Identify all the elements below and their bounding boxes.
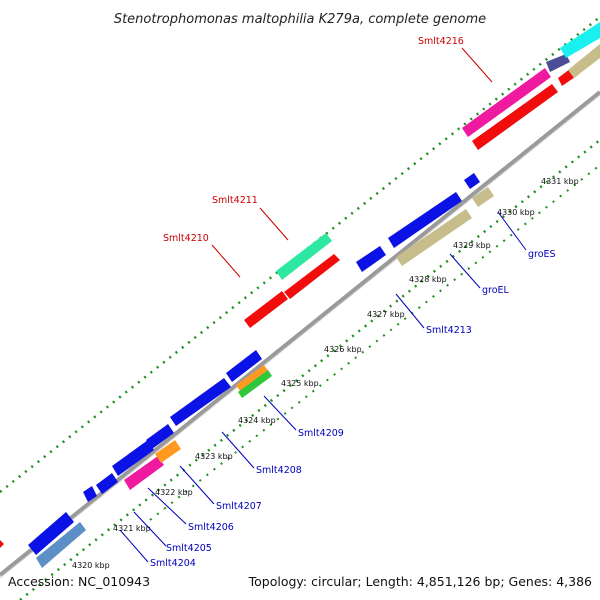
gene-cyan-top[interactable] — [560, 22, 600, 58]
gene-label[interactable]: Smlt4207 — [216, 501, 262, 512]
tick-label: 4320 kbp — [72, 561, 110, 570]
leader-smlt4208 — [221, 431, 255, 469]
gene-smlt4204[interactable] — [28, 512, 74, 555]
top-leader-lines — [211, 47, 493, 278]
accession-text: Accession: NC_010943 — [8, 574, 150, 589]
tick-label: 4327 kbp — [367, 310, 405, 319]
gene-label[interactable]: Smlt4206 — [188, 522, 234, 533]
gene-smlt4205[interactable] — [83, 486, 97, 502]
gene-label[interactable]: groEL — [482, 285, 510, 296]
topology-text: Topology: circular; Length: 4,851,126 bp… — [248, 574, 592, 589]
leader-smlt4205 — [133, 511, 167, 547]
tick-label: 4321 kbp — [113, 524, 151, 533]
gene-label[interactable]: Smlt4216 — [418, 36, 464, 47]
leader-smlt4210 — [211, 244, 241, 278]
gene-red-right[interactable] — [472, 84, 558, 150]
gene-smlt4208[interactable] — [146, 424, 174, 449]
gene-smlt4208-b[interactable] — [170, 378, 231, 426]
gene-label[interactable]: Smlt4209 — [298, 428, 344, 439]
tick-label: 4323 kbp — [195, 452, 233, 461]
leader-smlt4213 — [395, 293, 425, 329]
tick-label: 4331 kbp — [541, 177, 579, 186]
gene-edge-red[interactable] — [0, 540, 4, 548]
forward-genes — [244, 22, 600, 328]
gene-smlt4211[interactable] — [276, 233, 332, 280]
leader-smlt4216 — [461, 47, 493, 83]
tick-label: 4330 kbp — [497, 208, 535, 217]
inner-dotted-track — [149, 164, 600, 521]
gene-groel-blue[interactable] — [388, 192, 462, 248]
genome-backbone — [0, 90, 600, 577]
tick-label: 4322 kbp — [155, 488, 193, 497]
leader-smlt4204 — [119, 529, 149, 563]
tick-label: 4326 kbp — [324, 345, 362, 354]
gene-groel[interactable] — [396, 209, 472, 266]
leader-groes — [497, 211, 527, 251]
gene-label[interactable]: Smlt4208 — [256, 465, 302, 476]
gene-smlt4206[interactable] — [96, 473, 118, 494]
gene-label[interactable]: Smlt4205 — [166, 543, 212, 554]
gene-smlt4204-b[interactable] — [36, 522, 86, 568]
reverse-genes — [0, 173, 494, 568]
gene-khaki-top[interactable] — [568, 44, 600, 78]
gene-label[interactable]: groES — [528, 249, 556, 260]
tick-labels: 4320 kbp 4321 kbp 4322 kbp 4323 kbp 4324… — [72, 177, 579, 570]
leader-smlt4206 — [147, 487, 187, 525]
gene-smlt4210-a[interactable] — [284, 254, 340, 299]
tick-label: 4324 kbp — [238, 416, 276, 425]
gene-label[interactable]: Smlt4204 — [150, 558, 196, 569]
leader-smlt4207 — [179, 465, 215, 505]
gene-smlt4210-b[interactable] — [244, 291, 288, 328]
genome-backbone-shadow — [0, 94, 600, 579]
gene-label[interactable]: Smlt4211 — [212, 195, 258, 206]
leader-smlt4209 — [263, 395, 297, 431]
map-title: Stenotrophomonas maltophilia K279a, comp… — [114, 12, 486, 27]
gene-smlt4216[interactable] — [462, 68, 551, 137]
gene-smlt4209-a[interactable] — [226, 350, 262, 382]
tick-label: 4329 kbp — [453, 241, 491, 250]
gene-smlt4207-b[interactable] — [155, 440, 181, 463]
leader-smlt4211 — [259, 207, 289, 241]
tick-label: 4325 kbp — [281, 379, 319, 388]
top-gene-labels: Smlt4216 Smlt4211 Smlt4210 — [163, 36, 464, 244]
gene-smlt4209-green[interactable] — [238, 370, 272, 398]
gene-slate[interactable] — [546, 54, 570, 72]
leader-groel — [449, 253, 481, 289]
tick-label: 4328 kbp — [409, 275, 447, 284]
gene-small-blue[interactable] — [464, 173, 480, 189]
bottom-dotted-track — [19, 139, 600, 600]
gene-smlt4209-orange[interactable] — [236, 365, 268, 391]
bottom-gene-labels: groES groEL Smlt4213 Smlt4209 Smlt4208 S… — [150, 249, 556, 569]
gene-groes[interactable] — [472, 187, 494, 207]
bottom-leader-lines — [119, 211, 527, 563]
gene-smlt4207[interactable] — [124, 456, 164, 490]
gene-smlt4213[interactable] — [356, 246, 386, 272]
gene-smlt4206-b[interactable] — [112, 440, 154, 476]
gene-label[interactable]: Smlt4213 — [426, 325, 472, 336]
gene-label[interactable]: Smlt4210 — [163, 233, 209, 244]
